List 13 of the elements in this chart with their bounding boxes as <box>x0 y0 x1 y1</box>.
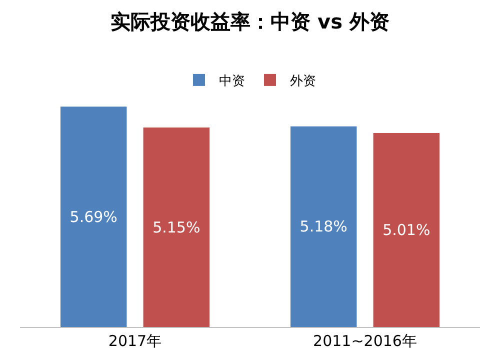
bar <box>60 106 127 327</box>
bar <box>143 128 210 327</box>
data-label: 5.01% <box>382 220 430 239</box>
bar <box>373 132 440 327</box>
data-label: 5.69% <box>70 208 118 226</box>
bar <box>290 126 357 327</box>
data-label: 5.15% <box>152 218 200 236</box>
legend-label: 中资 <box>219 74 245 90</box>
legend-label: 外资 <box>290 74 316 90</box>
data-label: 5.18% <box>300 218 348 236</box>
x-tick-label: 2017年 <box>108 332 162 350</box>
chart-title: 实际投资收益率：中资 vs 外资 <box>110 9 390 34</box>
x-tick-label: 2011~2016年 <box>313 332 417 350</box>
